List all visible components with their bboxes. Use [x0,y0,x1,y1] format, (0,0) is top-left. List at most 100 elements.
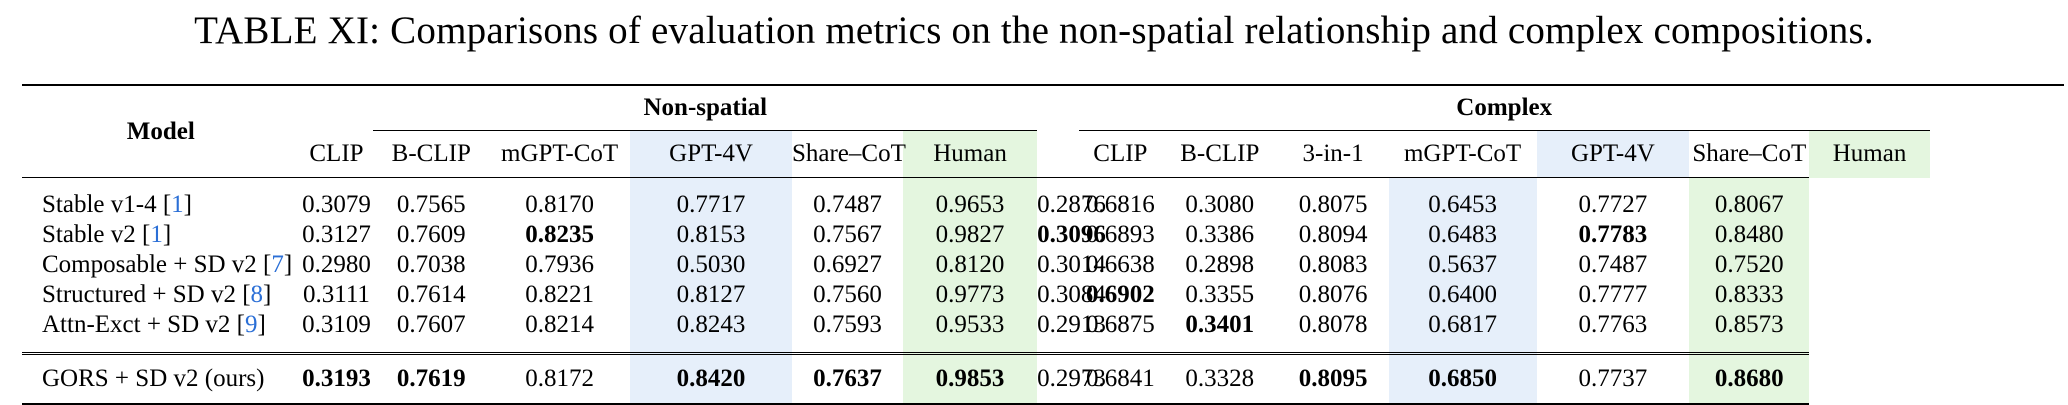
cell: 0.6453 [1388,177,1537,220]
cell: 0.5030 [630,250,792,280]
cell: 0.3096 [1037,221,1106,248]
col-header: Share–CoT [1692,140,1807,167]
cell: 0.8172 [489,352,631,405]
model-name: Composable + SD v2 [7] [42,251,293,278]
group-header-complex: Complex [1078,84,1930,131]
model-name: GORS + SD v2 (ours) [22,352,300,405]
cell: 0.3014 [1037,251,1106,278]
cell: 0.7487 [1578,251,1648,278]
cell: 0.3079 [299,177,374,220]
citation-link[interactable]: 9 [244,311,258,338]
cell: 0.8573 [1689,310,1810,354]
cell: 0.8221 [525,281,594,308]
cell: 0.6483 [1388,220,1537,250]
table-row: Stable v2 [1] 0.3127 0.7609 0.8235 0.815… [22,220,2064,250]
cell: 0.7038 [396,251,466,278]
table-row-ours: GORS + SD v2 (ours) 0.3193 0.7619 0.8172… [22,352,2064,405]
cell: 0.6841 [1078,352,1162,405]
cell: 0.9827 [902,220,1038,250]
cell: 0.8333 [1689,280,1810,310]
cell: 0.6893 [1085,221,1155,248]
cell: 0.7487 [791,177,903,220]
cell: 0.3355 [1185,281,1255,308]
col-header: GPT-4V [630,130,792,178]
table-row: Attn-Exct + SD v2 [9] 0.3109 0.7607 0.82… [22,310,2064,354]
cell: 0.3386 [1185,221,1255,248]
cell: 0.7567 [813,221,882,248]
cell: 0.3109 [302,311,371,338]
cell: 0.9533 [902,310,1038,354]
col-header: CLIP [1093,140,1148,167]
cell: 0.9853 [902,352,1038,405]
col-header: Share–CoT [791,140,906,167]
cell: 0.8094 [1298,221,1368,248]
cell: 0.7737 [1536,352,1690,405]
cell: 0.8067 [1689,177,1810,220]
cell: 0.2876 [1037,177,1106,220]
col-header: mGPT-CoT [501,140,619,167]
cell: 0.6875 [1085,311,1155,338]
table-row: Structured + SD v2 [8] 0.3111 0.7614 0.8… [22,280,2064,310]
cell: 0.6850 [1388,352,1537,405]
model-column-header: Model [22,84,300,178]
cell: 0.8235 [525,221,594,248]
table-caption: TABLE XI: Comparisons of evaluation metr… [194,9,1874,52]
cell: 0.7593 [813,311,882,338]
cell: 0.7614 [396,281,466,308]
model-name: Attn-Exct + SD v2 [9] [42,311,266,338]
citation-link[interactable]: 1 [171,191,184,218]
cell: 0.7607 [396,311,466,338]
col-header: B-CLIP [391,140,471,167]
cell: 0.7783 [1578,221,1648,248]
cell: 0.8170 [489,177,631,220]
col-header: GPT-4V [1536,130,1690,178]
citation-link[interactable]: 1 [150,221,163,248]
col-header: Human [902,130,1038,178]
cell: 0.7637 [791,352,903,405]
cell: 0.8480 [1689,220,1810,250]
cell: 0.3084 [1037,281,1106,308]
col-header: 3-in-1 [1302,140,1364,167]
col-header: mGPT-CoT [1403,140,1522,167]
cell: 0.8095 [1277,352,1389,405]
cell: 0.9773 [902,280,1038,310]
citation-link[interactable]: 8 [250,281,264,308]
cell: 0.7763 [1578,311,1648,338]
cell: 0.3401 [1185,311,1255,338]
cell: 0.5637 [1388,250,1537,280]
cell: 0.8214 [525,311,594,338]
citation-link[interactable]: 7 [271,251,284,278]
model-name: Stable v2 [1] [42,221,172,248]
cell: 0.3111 [303,281,370,308]
cell: 0.3127 [302,221,371,248]
cell: 0.2913 [1037,311,1106,338]
cell: 0.8083 [1298,251,1368,278]
table-row: Stable v1-4 [1] 0.3079 0.7565 0.8170 0.7… [22,177,2064,220]
cell: 0.6817 [1388,310,1537,354]
cell: 0.8120 [902,250,1038,280]
cell: 0.7520 [1689,250,1810,280]
cell: 0.2973 [1037,352,1106,405]
cell: 0.8127 [630,280,792,310]
model-name: Stable v1-4 [1] [22,177,300,220]
col-header: B-CLIP [1180,140,1260,167]
cell: 0.8075 [1277,177,1389,220]
cell: 0.3193 [299,352,374,405]
cell: 0.7565 [373,177,490,220]
cell: 0.7560 [813,281,882,308]
cell: 0.8680 [1689,352,1810,405]
model-name: Structured + SD v2 [8] [42,281,272,308]
cell: 0.6902 [1085,281,1155,308]
cell: 0.6638 [1085,251,1155,278]
cell: 0.6400 [1388,280,1537,310]
cell: 0.8243 [630,310,792,354]
cell: 0.9653 [902,177,1038,220]
cell: 0.2898 [1185,251,1255,278]
cell: 0.8153 [630,220,792,250]
col-header: Human [1809,130,1930,178]
cell: 0.8420 [630,352,792,405]
cell: 0.7619 [373,352,490,405]
cell: 0.7936 [525,251,594,278]
cell: 0.8076 [1298,281,1368,308]
cell: 0.3328 [1161,352,1278,405]
